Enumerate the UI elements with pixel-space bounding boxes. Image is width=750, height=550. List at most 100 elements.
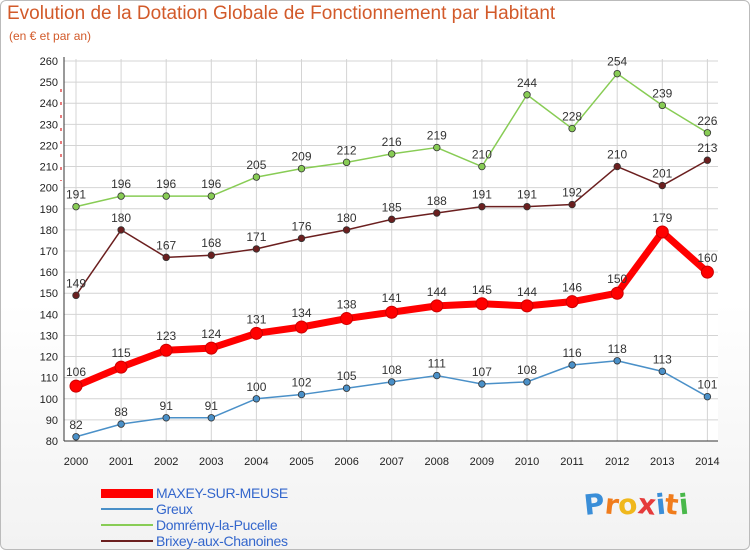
data-label: 226 (697, 114, 717, 128)
data-label: 191 (66, 188, 86, 202)
data-point (565, 295, 579, 309)
data-point (430, 299, 444, 313)
y-tick-label: 100 (40, 394, 58, 406)
data-point (162, 192, 170, 200)
data-label: 144 (517, 285, 537, 299)
data-point (162, 414, 170, 422)
x-tick-label: 2004 (244, 456, 268, 468)
legend-swatch (101, 489, 153, 498)
data-label: 191 (517, 188, 537, 202)
data-label: 145 (472, 283, 492, 297)
proxiti-logo: Proxiti (582, 487, 690, 522)
data-label: 196 (156, 177, 176, 191)
data-label: 149 (66, 276, 86, 290)
y-tick-label: 200 (40, 183, 58, 195)
data-label: 196 (111, 177, 131, 191)
data-label: 131 (246, 312, 266, 326)
y-tick-label: 150 (40, 288, 58, 300)
data-point (252, 173, 261, 181)
data-label: 210 (472, 148, 492, 162)
data-label: 219 (427, 129, 447, 143)
y-tick-label: 120 (40, 352, 58, 364)
x-tick-label: 2014 (695, 456, 719, 468)
legend-swatch (101, 540, 153, 542)
data-label: 191 (472, 188, 492, 202)
data-point (613, 162, 621, 171)
data-point (658, 101, 666, 110)
x-tick-label: 2009 (470, 456, 494, 468)
data-label: 105 (337, 369, 357, 383)
x-tick-label: 2003 (199, 456, 223, 468)
data-point (523, 378, 531, 386)
data-point (207, 192, 215, 200)
x-tick-label: 2005 (289, 456, 313, 468)
data-label: 209 (291, 150, 311, 164)
data-label: 146 (562, 281, 582, 295)
data-point (523, 202, 531, 211)
x-tick-label: 2012 (605, 456, 629, 468)
data-point (249, 326, 263, 340)
data-point (478, 162, 486, 171)
legend-label: Greux (156, 501, 193, 517)
data-point (475, 297, 489, 311)
data-label: 168 (201, 236, 221, 250)
data-label: 144 (427, 285, 447, 299)
data-point (703, 392, 712, 401)
y-tick-label: 220 (40, 140, 58, 152)
data-point (700, 265, 714, 279)
data-label: 210 (607, 148, 627, 162)
data-label: 138 (337, 298, 357, 312)
data-point (162, 253, 170, 262)
data-label: 115 (112, 346, 131, 360)
y-tick-label: 140 (40, 309, 58, 321)
data-point (69, 379, 83, 393)
data-point (655, 225, 669, 239)
data-point (658, 181, 666, 190)
data-label: 141 (382, 291, 402, 305)
data-point (340, 312, 354, 326)
data-label: 150 (607, 272, 627, 286)
data-label: 180 (111, 211, 131, 225)
data-label: 212 (337, 143, 357, 157)
data-point (523, 91, 531, 99)
data-point (342, 384, 351, 392)
data-point (72, 202, 80, 211)
data-label: 205 (246, 158, 266, 172)
data-point (207, 251, 215, 259)
data-point (204, 341, 218, 355)
data-point (297, 164, 306, 173)
data-point (478, 202, 486, 211)
data-label: 82 (69, 418, 83, 432)
data-label: 106 (66, 365, 86, 379)
data-point (252, 245, 261, 253)
data-point (568, 200, 576, 209)
y-tick-label: 170 (40, 246, 58, 258)
data-label: 123 (156, 329, 176, 343)
legend-swatch (101, 508, 153, 510)
data-label: 124 (201, 327, 221, 341)
data-label: 228 (562, 110, 582, 124)
legend-label: Brixey-aux-Chanoines (156, 533, 288, 549)
data-point (478, 380, 486, 388)
legend-swatch (101, 524, 153, 526)
data-point (613, 69, 621, 78)
data-label: 180 (337, 211, 357, 225)
data-point (703, 129, 712, 137)
data-point (568, 361, 576, 369)
chart-subtitle: (en € et par an) (9, 29, 92, 43)
data-point (388, 378, 396, 386)
x-tick-label: 2011 (560, 456, 584, 468)
data-point (72, 433, 80, 441)
data-label: 188 (427, 194, 447, 208)
data-label: 213 (697, 141, 717, 155)
data-point (433, 143, 441, 152)
data-label: 239 (652, 86, 672, 100)
data-label: 244 (517, 76, 537, 90)
data-point (568, 124, 576, 133)
data-label: 108 (517, 363, 537, 377)
data-point (388, 150, 396, 158)
data-label: 201 (652, 167, 672, 181)
data-label: 167 (156, 238, 176, 252)
data-point (252, 395, 261, 403)
